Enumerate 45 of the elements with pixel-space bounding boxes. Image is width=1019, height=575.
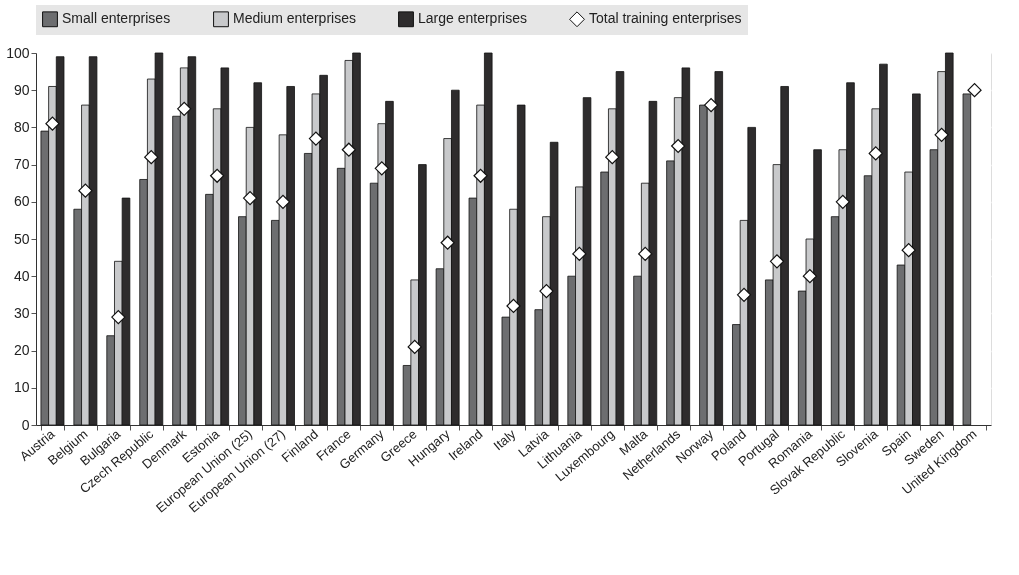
y-tick-label: 70 xyxy=(13,156,30,173)
legend-label: Small enterprises xyxy=(62,10,171,27)
y-tick-label: 30 xyxy=(13,304,30,321)
point xyxy=(802,269,817,284)
y-tick-label: 90 xyxy=(13,81,30,98)
point xyxy=(868,146,883,161)
point xyxy=(407,339,422,354)
point xyxy=(835,194,850,209)
point xyxy=(605,150,620,165)
point xyxy=(703,97,719,113)
y-tick-label: 80 xyxy=(13,118,30,135)
point xyxy=(638,246,653,261)
point xyxy=(275,194,291,209)
point xyxy=(967,83,982,98)
legend-label: Total training enterprises xyxy=(589,10,742,27)
x-tick-label: Italy xyxy=(490,426,519,454)
point xyxy=(374,161,389,176)
y-tick-label: 60 xyxy=(13,193,30,210)
y-tick-label: 50 xyxy=(13,230,30,247)
point xyxy=(769,254,785,269)
point xyxy=(572,246,587,261)
point xyxy=(78,183,93,198)
point xyxy=(934,127,949,142)
y-tick-label: 100 xyxy=(6,44,30,61)
y-tick-label: 20 xyxy=(13,342,30,359)
legend-label: Large enterprises xyxy=(418,10,527,27)
point xyxy=(210,168,225,183)
point xyxy=(671,138,686,154)
point xyxy=(736,287,752,302)
point xyxy=(242,190,258,206)
point xyxy=(901,243,916,258)
point xyxy=(111,310,126,325)
y-tick-label: 0 xyxy=(21,416,30,433)
point xyxy=(308,131,324,146)
legend-label: Medium enterprises xyxy=(233,10,356,27)
y-tick-label: 40 xyxy=(13,267,30,284)
y-tick-label: 10 xyxy=(13,379,30,396)
point xyxy=(177,101,192,116)
point xyxy=(473,168,488,183)
point xyxy=(506,298,521,314)
point xyxy=(341,142,356,157)
point xyxy=(45,116,60,131)
point xyxy=(440,235,455,250)
point xyxy=(144,150,159,165)
point xyxy=(539,283,554,299)
